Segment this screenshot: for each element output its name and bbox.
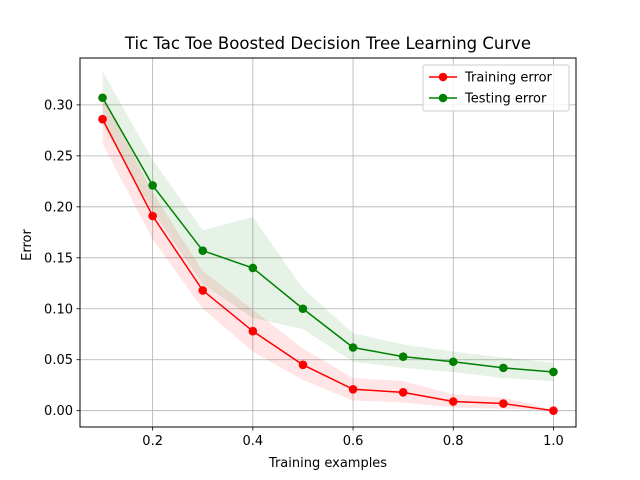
training-error-point bbox=[198, 286, 208, 295]
testing-error-band bbox=[102, 71, 554, 382]
testing-error-point bbox=[148, 181, 157, 190]
training-error-point bbox=[248, 326, 258, 336]
y-tick-label: 0.15 bbox=[44, 251, 73, 266]
legend: Training error Testing error bbox=[422, 64, 570, 112]
y-tick-label: 0.10 bbox=[44, 302, 73, 317]
training-error-point bbox=[549, 406, 558, 415]
training-error-line bbox=[101, 118, 554, 412]
series-lines bbox=[101, 97, 554, 412]
axis-ticks: 0.2 0.4 0.6 0.8 1.0 0.00 0.05 0.10 0.15 0.20 0.25 0… bbox=[44, 98, 564, 449]
grid-lines bbox=[80, 58, 576, 427]
x-tick-label: 0.4 bbox=[243, 434, 264, 449]
testing-error-point bbox=[98, 93, 107, 103]
testing-error-point bbox=[549, 367, 558, 377]
chart-title: Tic Tac Toe Boosted Decision Tree Learni… bbox=[124, 34, 531, 53]
data-points bbox=[98, 93, 558, 415]
plot-area-frame bbox=[79, 57, 577, 428]
confidence-bands bbox=[102, 71, 554, 411]
testing-error-point bbox=[248, 263, 258, 273]
training-error-point bbox=[448, 397, 458, 406]
testing-error-point bbox=[348, 343, 358, 352]
training-error-point bbox=[398, 388, 408, 397]
testing-error-point bbox=[198, 246, 208, 255]
training-error-point bbox=[298, 360, 308, 370]
x-axis-label: Training examples bbox=[268, 456, 387, 471]
testing-error-point bbox=[499, 363, 508, 373]
x-tick-label: 1.0 bbox=[543, 434, 564, 449]
y-tick-label: 0.05 bbox=[44, 353, 73, 368]
testing-error-point bbox=[298, 304, 308, 314]
testing-error-line bbox=[101, 97, 554, 373]
training-error-legend-marker bbox=[438, 72, 448, 82]
x-tick-label: 0.6 bbox=[343, 434, 364, 449]
training-error-legend-label: Training error bbox=[464, 71, 553, 86]
legend-box bbox=[422, 64, 570, 112]
training-error-point bbox=[499, 399, 508, 408]
testing-error-legend-marker bbox=[438, 93, 448, 103]
testing-error-point bbox=[448, 357, 458, 367]
y-tick-label: 0.00 bbox=[44, 404, 73, 419]
training-error-point bbox=[98, 114, 107, 124]
y-axis-label: Error bbox=[20, 229, 35, 261]
y-tick-label: 0.25 bbox=[44, 149, 73, 164]
testing-error-legend-label: Testing error bbox=[464, 92, 547, 107]
training-error-point bbox=[348, 384, 358, 394]
y-tick-label: 0.20 bbox=[44, 200, 73, 215]
x-tick-label: 0.2 bbox=[142, 434, 163, 449]
testing-error-point bbox=[398, 352, 408, 361]
y-tick-label: 0.30 bbox=[44, 98, 73, 113]
x-tick-label: 0.8 bbox=[443, 434, 464, 449]
training-error-point bbox=[148, 211, 157, 221]
